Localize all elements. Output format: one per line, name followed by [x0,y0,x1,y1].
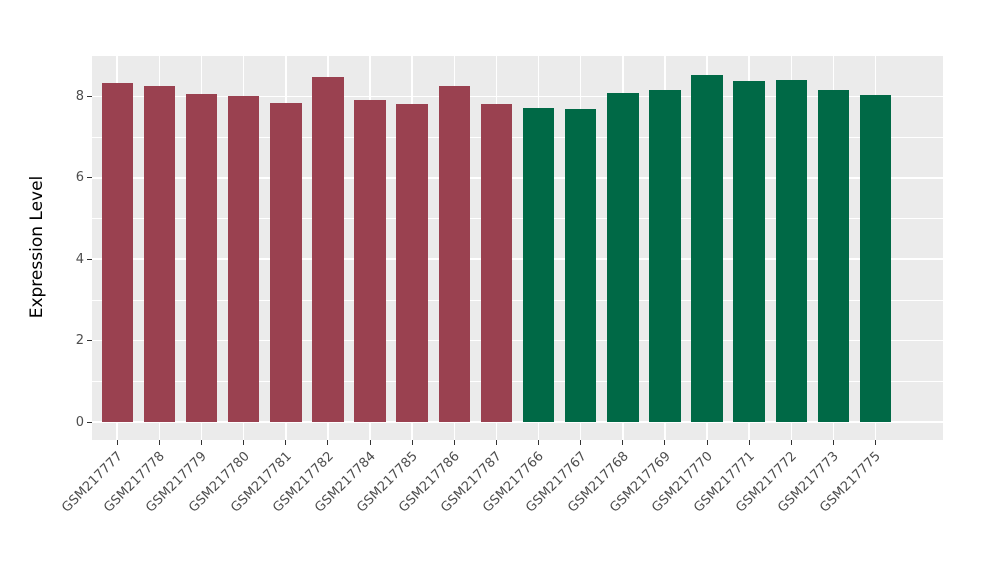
bar-GSM217781 [270,102,302,422]
y-tick-label-4: 4 [75,251,84,267]
y-tick-label-8: 8 [75,88,84,104]
y-tick-mark-0 [87,421,92,423]
x-tick-mark-GSM217777 [116,440,118,445]
bar-GSM217767 [564,109,597,422]
x-tick-mark-GSM217768 [622,440,624,445]
bar-GSM217779 [185,93,218,422]
gridline-minor-y5 [92,218,943,219]
bar-GSM217786 [438,85,471,422]
x-tick-mark-GSM217767 [580,440,582,445]
gridline-minor-y9 [92,55,943,57]
x-tick-mark-GSM217769 [664,440,666,445]
bar-GSM217771 [733,81,765,422]
bar-GSM217773 [817,90,850,422]
y-tick-label-2: 2 [75,333,84,349]
bar-GSM217775 [859,95,892,422]
gridline-minor-y7 [92,136,943,138]
bar-GSM217780 [227,96,260,422]
gridline-minor-y3 [92,299,943,301]
x-tick-mark-GSM217781 [285,440,287,445]
y-tick-label-0: 0 [75,414,84,430]
y-tick-mark-8 [87,95,92,97]
gridline-major-y4 [92,258,943,260]
bar-GSM217769 [649,90,681,422]
x-tick-mark-GSM217773 [832,440,834,445]
plot-panel [92,55,943,440]
x-tick-mark-GSM217766 [538,440,540,445]
bar-GSM217784 [354,99,386,422]
x-tick-mark-GSM217782 [327,440,329,445]
x-tick-mark-GSM217787 [495,440,497,445]
bar-GSM217785 [396,104,428,422]
gridline-major-y8 [92,95,943,98]
gridline-minor-y1 [92,380,943,382]
x-tick-mark-GSM217778 [158,440,160,445]
bar-GSM217787 [480,104,513,422]
x-tick-mark-GSM217785 [411,440,413,445]
bar-GSM217778 [143,85,176,422]
bar-GSM217768 [607,92,639,422]
bar-GSM217770 [691,74,723,422]
x-tick-mark-GSM217770 [706,440,708,445]
x-tick-mark-GSM217779 [201,440,203,445]
y-tick-label-6: 6 [75,170,84,186]
bar-GSM217772 [775,80,808,422]
gridline-major-y6 [92,177,943,179]
y-axis-title: Expression Level [27,175,47,319]
bar-GSM217782 [312,77,344,422]
x-tick-mark-GSM217786 [453,440,455,445]
gridline-major-y2 [92,339,943,342]
x-tick-mark-GSM217772 [790,440,792,445]
x-tick-mark-GSM217780 [243,440,245,445]
x-tick-mark-GSM217784 [369,440,371,445]
y-tick-mark-2 [87,340,92,342]
bar-GSM217777 [101,83,134,422]
gridline-major-y0 [92,421,943,423]
x-tick-mark-GSM217775 [875,440,877,445]
y-tick-mark-6 [87,177,92,179]
x-tick-mark-GSM217771 [748,440,750,445]
y-tick-mark-4 [87,258,92,260]
bar-GSM217766 [522,108,555,422]
